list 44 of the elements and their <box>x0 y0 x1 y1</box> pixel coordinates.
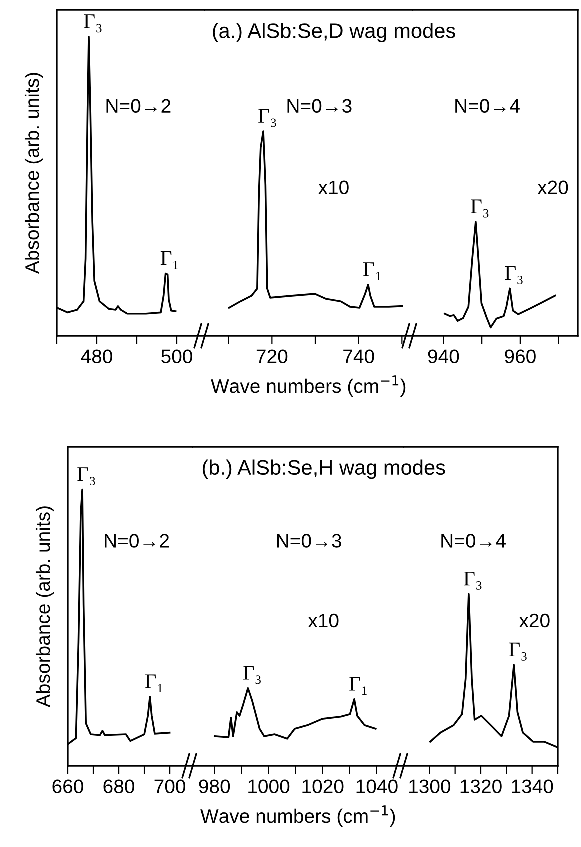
text: N=0→4 <box>456 99 520 114</box>
x-tick-label: 1300 <box>410 780 451 794</box>
x-tick-label: 1340 <box>512 780 554 794</box>
annotation: Γ₃ <box>509 642 527 661</box>
x-tick-label: 940 <box>428 350 460 364</box>
x-tick-label: 980 <box>199 780 230 794</box>
x-tick-label: 740 <box>344 350 374 364</box>
annotation: x20 <box>519 614 550 628</box>
x-tick-label: 660 <box>52 780 84 794</box>
x-tick-label: 720 <box>256 350 288 364</box>
x-tick-label: 1040 <box>356 780 398 794</box>
x-tick-label: 480 <box>81 350 112 364</box>
annotation: Γ₁ <box>145 674 163 693</box>
x-tick-label: 700 <box>154 780 186 794</box>
annotation: N=0→2 <box>105 534 170 548</box>
x-tick-label: 1020 <box>302 780 344 794</box>
annotation: Γ₃ <box>258 109 276 128</box>
annotation: Γ₃ <box>505 266 523 284</box>
annotation: N=0→2 <box>106 99 171 114</box>
text: N=0→4 <box>442 534 506 548</box>
text: x10 <box>308 614 339 628</box>
annotation: Γ₃ <box>78 468 96 486</box>
annotation: Γ₁ <box>350 677 367 695</box>
text: N=0→3 <box>277 534 342 548</box>
x-tick-label: 680 <box>104 780 134 794</box>
x-axis-title: Wave numbers (cm$^{−1}$) <box>200 806 396 828</box>
y-axis-title: Absorbance (arb. units) <box>36 506 54 708</box>
annotation: Γ₃ <box>464 572 482 590</box>
annotation: Γ₃ <box>243 666 261 684</box>
x-tick-label: 960 <box>505 350 536 364</box>
annotation: Γ₃ <box>84 14 102 33</box>
annotation: x10 <box>318 180 349 195</box>
x-tick-label: 500 <box>162 350 192 364</box>
x-tick-label: 1000 <box>248 780 290 794</box>
chart-title: (b.) AlSb:Se,H wag modes <box>202 460 446 480</box>
annotation: Γ₁ <box>363 262 381 280</box>
text: x20 <box>538 180 568 195</box>
text: N=0→3 <box>288 99 352 114</box>
y-axis-title: Absorbance (arb. units) <box>24 73 44 274</box>
x-tick-label: 1320 <box>460 780 502 794</box>
chart-title: (a.) AlSb:Se,D wag modes <box>213 23 456 42</box>
annotation: Γ₃ <box>471 200 489 218</box>
annotation: Γ₁ <box>160 252 178 270</box>
x-axis-title: Wave numbers (cm$^{−1}$) <box>211 376 406 398</box>
